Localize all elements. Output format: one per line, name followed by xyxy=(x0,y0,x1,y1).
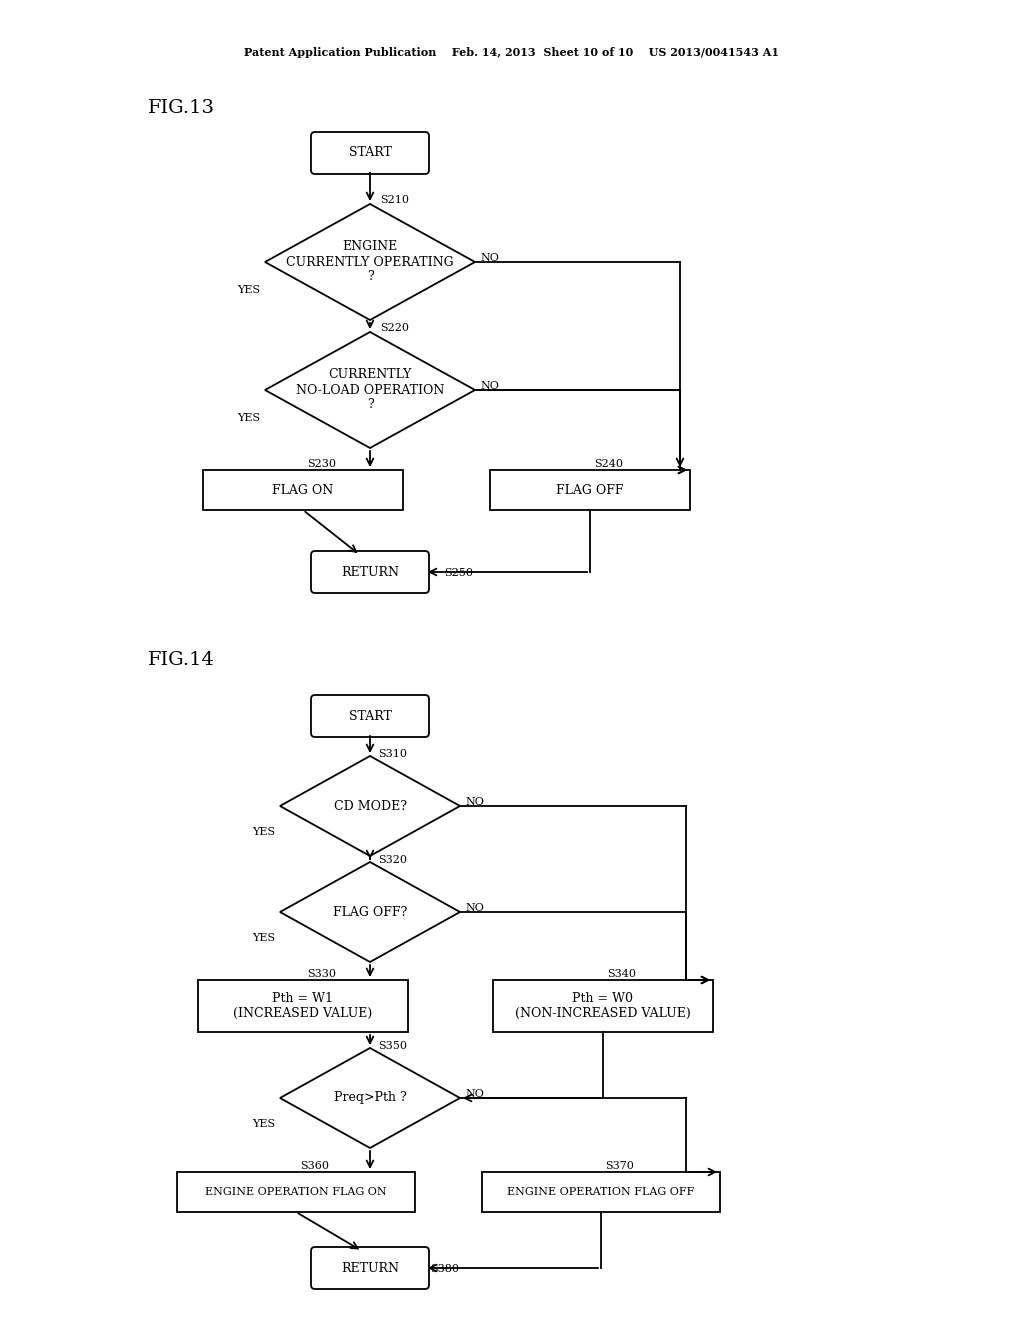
Text: S240: S240 xyxy=(594,459,623,469)
Text: S380: S380 xyxy=(430,1265,459,1274)
Text: S360: S360 xyxy=(300,1162,329,1171)
Bar xyxy=(203,470,403,510)
Text: START: START xyxy=(348,710,391,722)
Text: S350: S350 xyxy=(378,1041,407,1051)
Text: CURRENTLY
NO-LOAD OPERATION
?: CURRENTLY NO-LOAD OPERATION ? xyxy=(296,368,444,412)
FancyBboxPatch shape xyxy=(311,696,429,737)
Text: S370: S370 xyxy=(605,1162,634,1171)
Text: START: START xyxy=(348,147,391,160)
Text: S310: S310 xyxy=(378,748,407,759)
Text: YES: YES xyxy=(237,413,260,422)
Text: NO: NO xyxy=(480,253,499,263)
Text: CD MODE?: CD MODE? xyxy=(334,800,407,813)
Text: Patent Application Publication    Feb. 14, 2013  Sheet 10 of 10    US 2013/00415: Patent Application Publication Feb. 14, … xyxy=(245,46,779,58)
Text: S210: S210 xyxy=(380,195,409,205)
Text: ENGINE
CURRENTLY OPERATING
?: ENGINE CURRENTLY OPERATING ? xyxy=(286,240,454,284)
Text: S340: S340 xyxy=(607,969,636,979)
Bar xyxy=(198,979,408,1032)
Bar xyxy=(482,1172,720,1212)
Polygon shape xyxy=(265,333,475,447)
Text: YES: YES xyxy=(237,285,260,294)
FancyBboxPatch shape xyxy=(311,550,429,593)
FancyBboxPatch shape xyxy=(311,1247,429,1290)
Text: FLAG OFF: FLAG OFF xyxy=(556,483,624,496)
FancyBboxPatch shape xyxy=(311,132,429,174)
Text: YES: YES xyxy=(252,933,275,942)
Text: FLAG ON: FLAG ON xyxy=(272,483,334,496)
Bar xyxy=(177,1172,415,1212)
Text: FLAG OFF?: FLAG OFF? xyxy=(333,906,408,919)
Polygon shape xyxy=(280,1048,460,1148)
Bar xyxy=(490,470,690,510)
Text: ENGINE OPERATION FLAG OFF: ENGINE OPERATION FLAG OFF xyxy=(507,1187,694,1197)
Text: S330: S330 xyxy=(307,969,336,979)
Text: Preq>Pth ?: Preq>Pth ? xyxy=(334,1092,407,1105)
Polygon shape xyxy=(280,756,460,855)
Text: ENGINE OPERATION FLAG ON: ENGINE OPERATION FLAG ON xyxy=(205,1187,387,1197)
Text: YES: YES xyxy=(252,1119,275,1129)
Text: Pth = W0
(NON-INCREASED VALUE): Pth = W0 (NON-INCREASED VALUE) xyxy=(515,993,691,1020)
Text: NO: NO xyxy=(465,903,484,913)
Text: Pth = W1
(INCREASED VALUE): Pth = W1 (INCREASED VALUE) xyxy=(233,993,373,1020)
Text: S230: S230 xyxy=(307,459,336,469)
Text: RETURN: RETURN xyxy=(341,1262,399,1275)
Text: YES: YES xyxy=(252,828,275,837)
Polygon shape xyxy=(265,205,475,319)
Text: NO: NO xyxy=(480,381,499,391)
Polygon shape xyxy=(280,862,460,962)
Text: FIG.13: FIG.13 xyxy=(148,99,215,117)
Text: RETURN: RETURN xyxy=(341,565,399,578)
Text: S250: S250 xyxy=(444,568,473,578)
Text: S320: S320 xyxy=(378,855,407,865)
Text: S220: S220 xyxy=(380,323,409,333)
Text: NO: NO xyxy=(465,1089,484,1100)
Bar xyxy=(493,979,713,1032)
Text: FIG.14: FIG.14 xyxy=(148,651,215,669)
Text: NO: NO xyxy=(465,797,484,807)
